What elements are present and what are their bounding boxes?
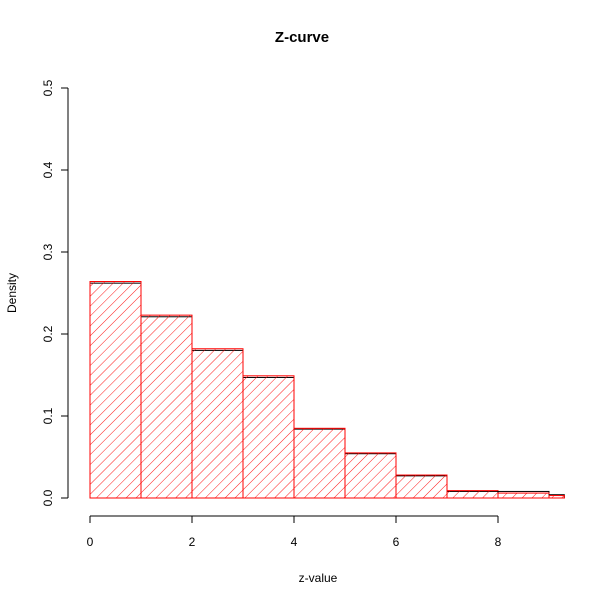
- bars-group: [89, 281, 565, 499]
- chart-title: Z-curve: [275, 29, 329, 46]
- x-axis-label: z-value: [299, 571, 338, 585]
- y-tick-label: 0.1: [41, 407, 55, 424]
- x-tick-label: 8: [495, 535, 502, 549]
- fitted-bar-1: [140, 314, 193, 499]
- fitted-bar-9: [548, 495, 565, 499]
- fitted-bar-6: [395, 474, 448, 499]
- fitted-bar-4: [293, 427, 346, 499]
- x-tick-label: 4: [291, 535, 298, 549]
- fitted-bar-8: [497, 492, 550, 499]
- y-tick-label: 0.4: [41, 161, 55, 178]
- y-tick-label: 0.2: [41, 325, 55, 342]
- y-axis: 0.0 0.1 0.2 0.3 0.4 0.5: [41, 79, 69, 506]
- y-tick-label: 0.0: [41, 489, 55, 506]
- fitted-bar-2: [191, 348, 244, 499]
- x-axis: 0 2 4 6 8: [87, 515, 502, 549]
- y-axis-label: Density: [5, 273, 19, 313]
- y-tick-label: 0.3: [41, 243, 55, 260]
- fitted-bar-5: [344, 452, 397, 499]
- fitted-bar-7: [446, 490, 499, 499]
- x-tick-label: 0: [87, 535, 94, 549]
- x-tick-label: 6: [393, 535, 400, 549]
- y-tick-label: 0.5: [41, 79, 55, 96]
- fitted-bar-3: [242, 375, 295, 499]
- x-tick-label: 2: [189, 535, 196, 549]
- fitted-bar-0: [89, 281, 142, 499]
